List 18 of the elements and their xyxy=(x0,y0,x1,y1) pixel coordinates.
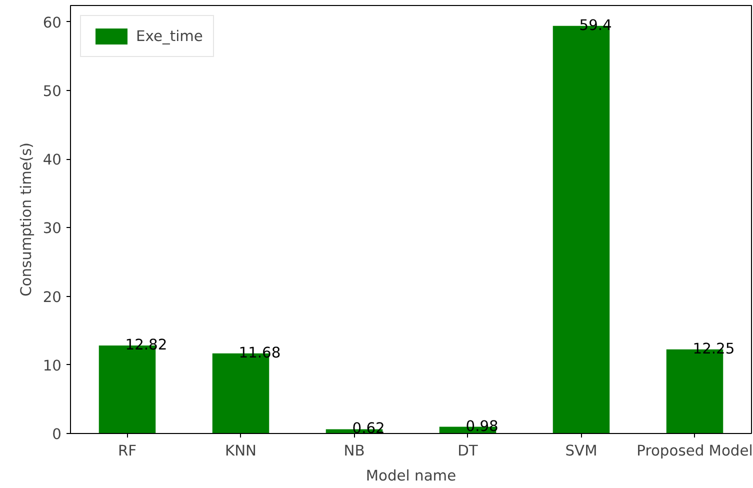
y-tick-label: 20 xyxy=(42,288,62,306)
y-tick-label: 10 xyxy=(42,357,62,374)
y-tick-label: 60 xyxy=(42,14,62,32)
x-axis-title: Model name xyxy=(366,468,456,484)
y-tick-label: 40 xyxy=(42,152,62,169)
y-tick-label: 50 xyxy=(42,82,62,100)
data-label: 0.62 xyxy=(352,420,385,438)
x-tick-label: Proposed Model xyxy=(636,442,753,460)
y-tick-label: 0 xyxy=(52,426,62,443)
x-tick-label: SVM xyxy=(565,442,598,460)
y-tick-label: 30 xyxy=(42,220,62,238)
x-tick-label: KNN xyxy=(224,442,257,460)
x-tick-label: RF xyxy=(118,442,137,460)
x-tick-label: NB xyxy=(344,442,365,460)
data-label: 0.98 xyxy=(466,418,498,435)
legend-label: Exe_time xyxy=(136,28,203,44)
y-axis-title: Consumption time(s) xyxy=(18,142,35,296)
x-tick-label: DT xyxy=(458,442,478,460)
